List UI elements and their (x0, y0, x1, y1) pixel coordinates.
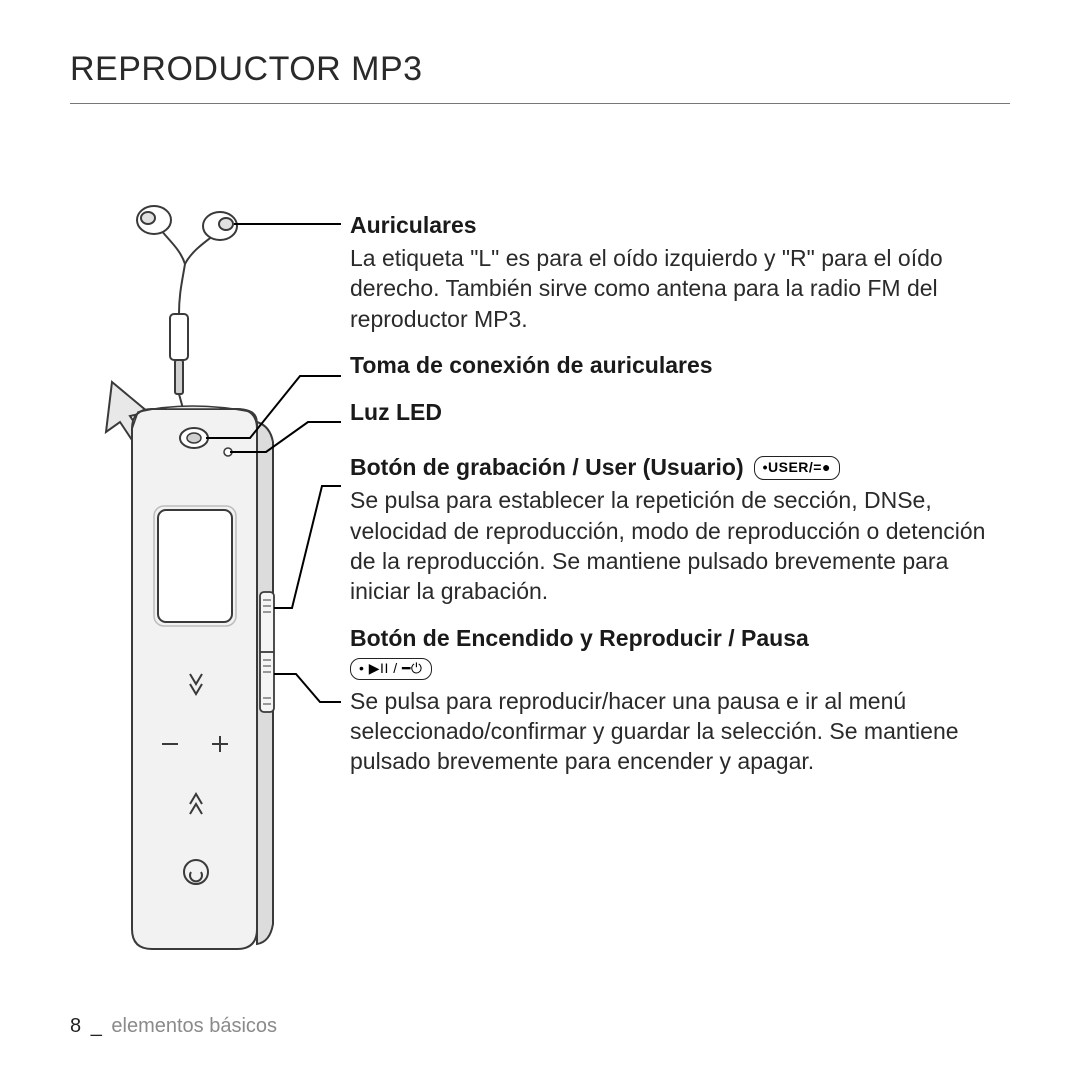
earbud-right-icon (203, 212, 237, 240)
label-head: Toma de conexión de auriculares (350, 350, 713, 381)
manual-page: REPRODUCTOR MP3 (0, 0, 1080, 1080)
page-footer: 8 _ elementos básicos (70, 1015, 277, 1038)
tick (331, 421, 341, 423)
label-body: La etiqueta "L" es para el oído izquierd… (350, 243, 1010, 334)
label-head: Botón de Encendido y Reproducir / Pausa (350, 623, 809, 654)
content-row: Auriculares La etiqueta "L" es para el o… (70, 204, 1010, 984)
device-diagram (70, 204, 340, 984)
label-btn-user: Botón de grabación / User (Usuario) •USE… (350, 452, 1010, 606)
diagram-svg (70, 204, 340, 984)
cable (179, 264, 185, 314)
tick (331, 485, 341, 487)
footer-section: elementos básicos (111, 1015, 277, 1037)
page-title: REPRODUCTOR MP3 (70, 50, 1010, 104)
label-toma: Toma de conexión de auriculares (350, 350, 1010, 381)
device-body (132, 406, 274, 949)
side-buttons (260, 592, 274, 712)
labels-column: Auriculares La etiqueta "L" es para el o… (340, 204, 1010, 984)
earbud-left-icon (137, 206, 171, 234)
label-head: Luz LED (350, 397, 442, 428)
label-btn-power: Botón de Encendido y Reproducir / Pausa … (350, 623, 1010, 777)
tick (331, 701, 341, 703)
label-auriculares: Auriculares La etiqueta "L" es para el o… (350, 210, 1010, 334)
label-head: Auriculares (350, 210, 477, 241)
screen (158, 510, 232, 622)
label-head: Botón de grabación / User (Usuario) •USE… (350, 452, 840, 483)
user-badge-icon: •USER/=● (754, 456, 840, 480)
page-number: 8 (70, 1015, 81, 1037)
tick (331, 375, 341, 377)
footer-sep: _ (91, 1015, 102, 1037)
tick (331, 223, 341, 225)
label-body: Se pulsa para reproducir/hacer una pausa… (350, 686, 1010, 777)
label-luz-led: Luz LED (350, 397, 1010, 428)
power-badge-icon: • ▶II / ━⏻ (350, 658, 432, 680)
label-head-text: Botón de grabación / User (Usuario) (350, 452, 744, 483)
label-body: Se pulsa para establecer la repetición d… (350, 485, 1010, 606)
